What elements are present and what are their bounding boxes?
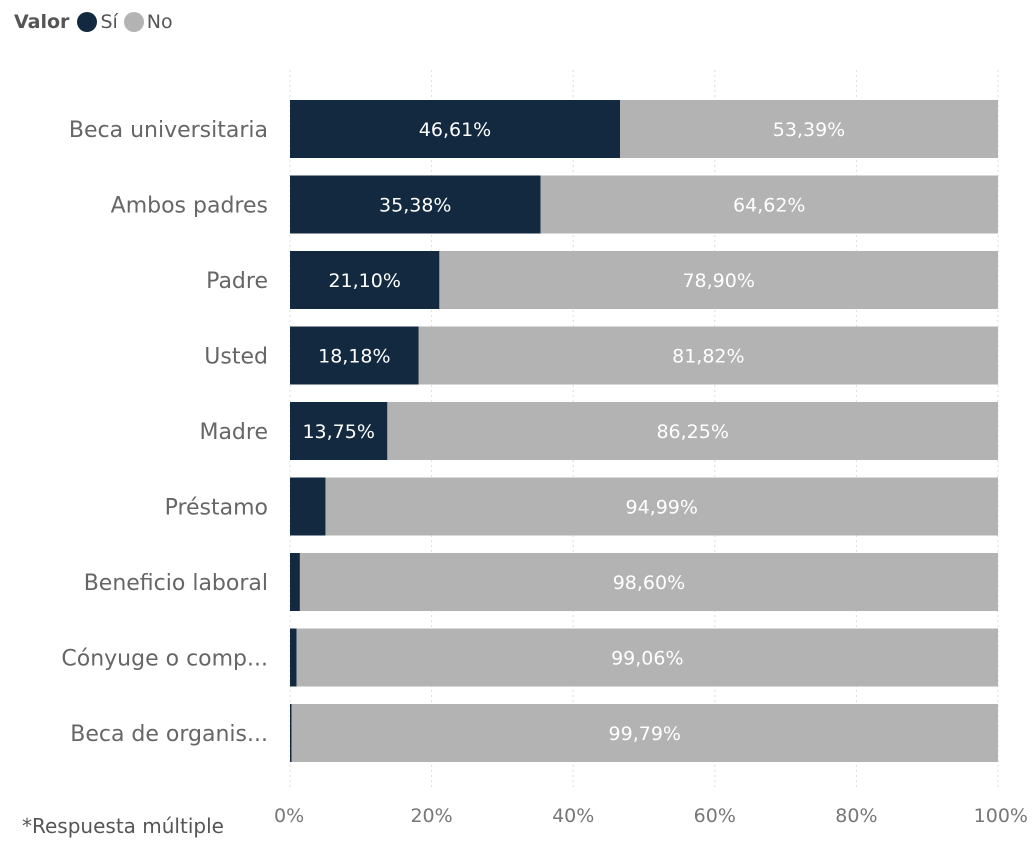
legend-item-no[interactable]: No bbox=[123, 11, 173, 33]
bar-segment-si[interactable] bbox=[290, 326, 419, 385]
bar-segment-no[interactable] bbox=[439, 251, 998, 309]
legend-dot-si-icon bbox=[77, 12, 98, 32]
bar-segment-no[interactable] bbox=[540, 175, 998, 234]
data-label: 86,25% bbox=[656, 421, 728, 443]
data-label: 94,99% bbox=[626, 497, 698, 519]
bar-segment-si[interactable] bbox=[290, 704, 292, 762]
category-label: Usted bbox=[204, 345, 268, 370]
bar-segment-si[interactable] bbox=[290, 628, 297, 687]
category-label: Beca universitaria bbox=[69, 118, 268, 143]
data-label: 53,39% bbox=[773, 119, 845, 141]
data-label: 21,10% bbox=[328, 270, 400, 292]
data-label: 35,38% bbox=[379, 195, 451, 217]
x-tick-label: 100% bbox=[974, 805, 1028, 827]
bar-row: Préstamo 94,99% bbox=[165, 477, 998, 536]
category-label: Beca de organis... bbox=[70, 722, 268, 747]
bar-segment-no[interactable] bbox=[418, 326, 999, 385]
category-label: Madre bbox=[199, 420, 268, 445]
legend-label-no: No bbox=[146, 11, 173, 33]
x-tick-label: 0% bbox=[274, 805, 304, 827]
bar-row: Beca de organis... 99,79% bbox=[70, 704, 998, 762]
bars: Beca universitaria 46,61% 53,39% Ambos padr… bbox=[61, 100, 999, 762]
bar-segment-no[interactable] bbox=[291, 704, 998, 762]
bar-segment-no[interactable] bbox=[296, 628, 998, 687]
data-label: 18,18% bbox=[318, 346, 390, 368]
bar-row: Beca universitaria 46,61% 53,39% bbox=[69, 100, 998, 158]
category-label: Ambos padres bbox=[111, 194, 268, 219]
bar-row: Ambos padres 35,38% 64,62% bbox=[111, 175, 998, 234]
legend: Valor Sí No bbox=[14, 8, 179, 36]
bar-segment-si[interactable] bbox=[290, 402, 388, 460]
x-tick-label: 60% bbox=[694, 805, 736, 827]
legend-title: Valor bbox=[14, 11, 70, 33]
data-label: 64,62% bbox=[733, 195, 805, 217]
bar-row: Cónyuge o comp... 99,06% bbox=[61, 628, 998, 687]
category-label: Préstamo bbox=[165, 496, 268, 521]
category-label: Cónyuge o comp... bbox=[61, 647, 268, 672]
bar-row: Padre 21,10% 78,90% bbox=[206, 251, 998, 309]
bar-segment-si[interactable] bbox=[290, 175, 541, 234]
footnote: *Respuesta múltiple bbox=[22, 814, 224, 838]
x-axis: 0% 20% 40% 60% 80% 100% bbox=[274, 805, 1028, 827]
bar-segment-si[interactable] bbox=[290, 477, 326, 536]
bar-row: Madre 13,75% 86,25% bbox=[199, 402, 999, 460]
data-label: 78,90% bbox=[682, 270, 754, 292]
data-label: 46,61% bbox=[419, 119, 491, 141]
data-label: 81,82% bbox=[672, 346, 744, 368]
legend-item-si[interactable]: Sí bbox=[77, 11, 118, 33]
bar-segment-si[interactable] bbox=[290, 100, 620, 158]
data-label: 99,06% bbox=[611, 648, 683, 670]
category-label: Beneficio laboral bbox=[84, 571, 268, 596]
bar-row: Beneficio laboral 98,60% bbox=[84, 553, 998, 611]
bar-segment-si[interactable] bbox=[290, 553, 300, 611]
bar-segment-no[interactable] bbox=[299, 553, 998, 611]
x-tick-label: 40% bbox=[552, 805, 594, 827]
bar-segment-no[interactable] bbox=[619, 100, 998, 158]
x-tick-label: 80% bbox=[835, 805, 877, 827]
data-label: 98,60% bbox=[613, 572, 685, 594]
legend-dot-no-icon bbox=[123, 12, 144, 32]
bar-segment-si[interactable] bbox=[290, 251, 440, 309]
x-tick-label: 20% bbox=[410, 805, 452, 827]
bar-segment-no[interactable] bbox=[325, 477, 998, 536]
bar-row: Usted 18,18% 81,82% bbox=[204, 326, 999, 385]
bar-segment-no[interactable] bbox=[387, 402, 999, 460]
category-label: Padre bbox=[206, 269, 268, 294]
data-label: 13,75% bbox=[302, 421, 374, 443]
legend-label-si: Sí bbox=[100, 11, 118, 33]
data-label: 99,79% bbox=[609, 723, 681, 745]
